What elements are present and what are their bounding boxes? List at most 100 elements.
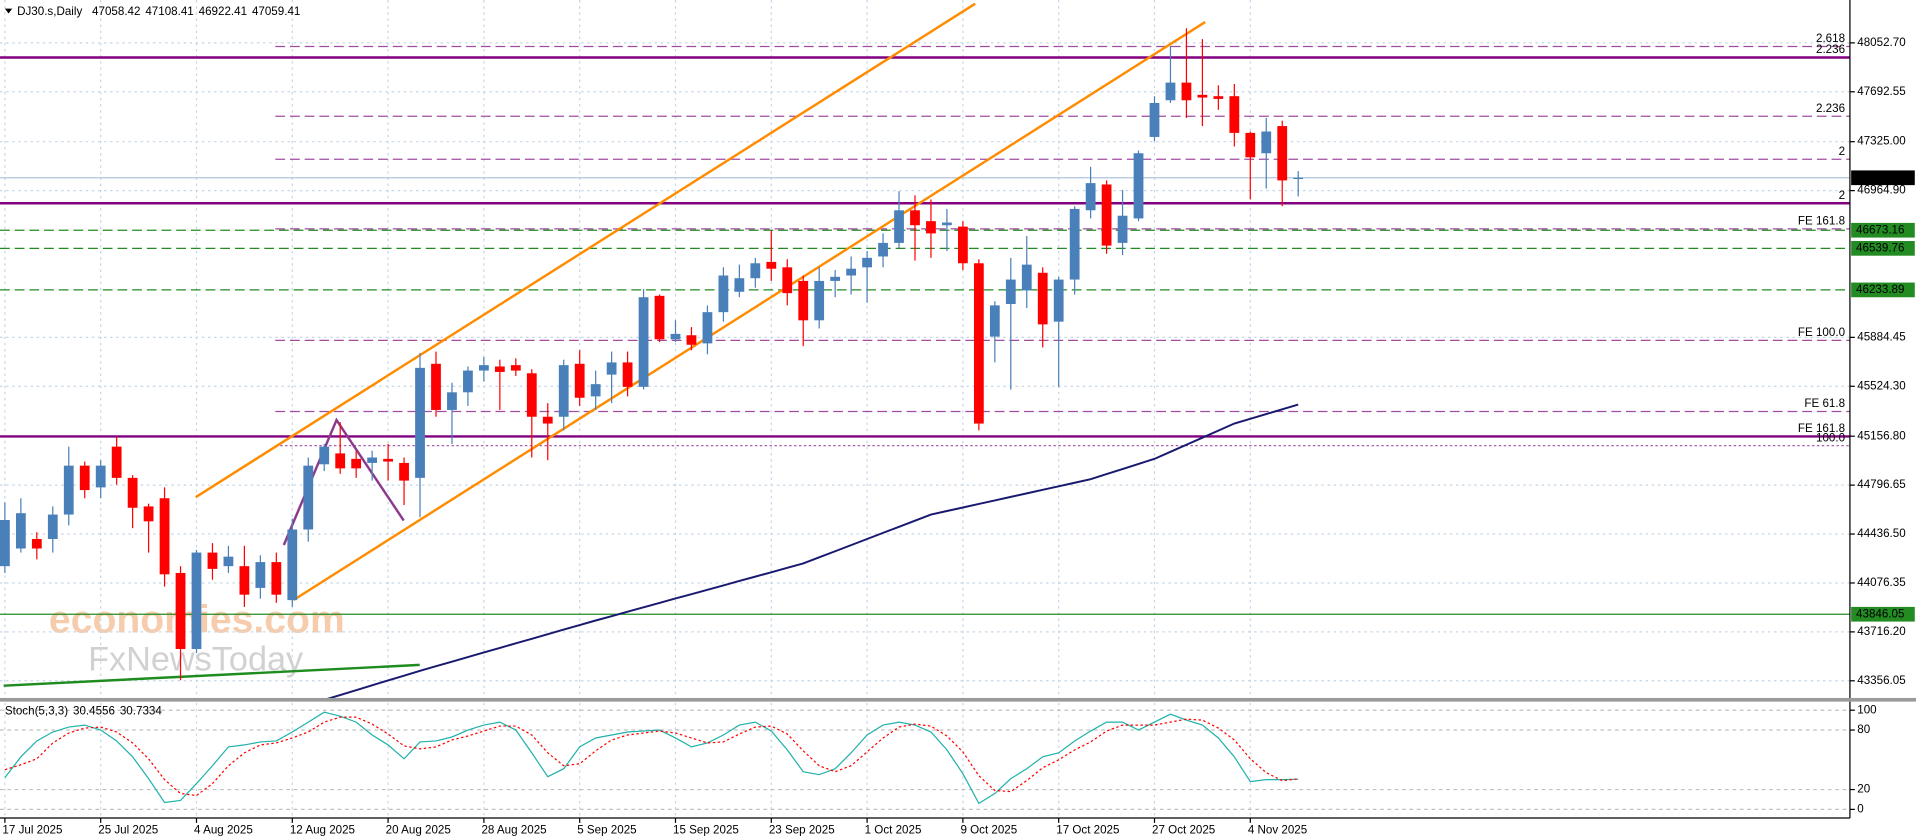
candle-body: [367, 457, 378, 463]
candle-body: [63, 465, 74, 515]
candle-body: [1245, 132, 1256, 158]
candle-body: [510, 365, 521, 371]
candle-body: [878, 242, 888, 257]
price-level-label: 46233.89: [1856, 283, 1904, 296]
candle-body: [670, 333, 681, 340]
price-level-label: 46539.76: [1856, 241, 1904, 254]
candle-body: [1053, 279, 1064, 322]
x-tick-label: 12 Aug 2025: [290, 823, 355, 836]
candle-body: [1293, 177, 1304, 179]
trendline: [195, 2, 976, 499]
candle-body: [1197, 94, 1208, 98]
candle-body: [526, 373, 537, 417]
level-label: 2.618: [1816, 32, 1845, 45]
candle-body: [351, 458, 362, 469]
candle-body: [111, 446, 122, 478]
level-label: FE 161.8: [1798, 422, 1845, 435]
candle-body: [287, 529, 298, 601]
y-tick-label: 100: [1857, 703, 1876, 716]
level-label: FE 100.0: [1798, 326, 1845, 339]
candle-body: [1117, 215, 1128, 243]
stoch-title: Stoch(5,3,3): [5, 704, 68, 717]
candle-body: [606, 362, 617, 375]
candle-body: [590, 384, 601, 397]
candle-body: [973, 263, 984, 424]
level-label: 2: [1839, 189, 1845, 202]
candle-body: [239, 566, 250, 595]
candle-body: [894, 210, 904, 243]
x-tick-label: 25 Jul 2025: [98, 823, 158, 836]
candle-body: [1213, 96, 1224, 99]
candle-body: [830, 276, 841, 281]
pane-separator: [0, 697, 1916, 702]
candle-body: [1005, 279, 1016, 305]
stoch-main-value: 30.4556: [73, 704, 115, 717]
candle-body: [1021, 264, 1032, 291]
trendline: [292, 20, 1206, 602]
candle-body: [1085, 183, 1096, 211]
trendline: [282, 417, 405, 546]
y-tick-label: 43356.05: [1857, 674, 1905, 687]
y-tick-label: 80: [1857, 723, 1870, 736]
y-tick-label: 46964.90: [1857, 184, 1905, 197]
x-tick-label: 4 Nov 2025: [1248, 823, 1307, 836]
candle-body: [718, 275, 729, 313]
y-tick-label: 45884.45: [1857, 330, 1905, 343]
x-tick-label: 27 Oct 2025: [1152, 823, 1215, 836]
candle-body: [79, 465, 90, 491]
current-price-label: 47059.41: [1856, 171, 1904, 184]
candle-body: [1165, 82, 1176, 101]
candle-body: [1261, 131, 1272, 154]
level-label: 2.236: [1816, 102, 1845, 115]
candle-body: [782, 267, 793, 294]
candle-body: [766, 261, 777, 269]
candle-body: [638, 297, 649, 387]
x-tick-label: 15 Sep 2025: [673, 823, 739, 836]
y-tick-label: 44436.50: [1857, 527, 1905, 540]
candle-body: [223, 556, 234, 567]
level-label: 2: [1839, 145, 1845, 158]
moving-average: [327, 403, 1299, 698]
x-tick-label: 9 Oct 2025: [960, 823, 1017, 836]
y-tick-label: 44796.65: [1857, 478, 1905, 491]
candle-body: [0, 519, 10, 567]
candle-body: [558, 365, 569, 417]
candle-body: [207, 552, 218, 569]
candle-body: [622, 362, 633, 387]
y-tick-label: 48052.70: [1857, 36, 1905, 49]
y-tick-label: 47692.55: [1857, 85, 1905, 98]
stoch-pane: [0, 702, 1850, 818]
candle-body: [814, 280, 825, 321]
candle-body: [319, 446, 330, 465]
header-close: 47059.41: [252, 5, 300, 18]
candle-body: [447, 392, 457, 410]
candle-body: [335, 453, 346, 469]
candle-body: [463, 370, 473, 393]
y-tick-label: 44076.35: [1857, 576, 1905, 589]
candle-body: [542, 416, 553, 424]
candle-body: [1181, 82, 1192, 101]
header-high: 47108.41: [145, 5, 193, 18]
x-tick-label: 4 Aug 2025: [194, 823, 253, 836]
x-tick-label: 20 Aug 2025: [386, 823, 451, 836]
candle-body: [399, 462, 409, 481]
candle-body: [255, 562, 266, 588]
candle-body: [862, 257, 872, 268]
candle-body: [303, 465, 314, 530]
stoch-signal-value: 30.7334: [120, 704, 162, 717]
candle-body: [175, 572, 186, 650]
x-tick-label: 5 Sep 2025: [577, 823, 636, 836]
stoch-line: [4, 711, 1299, 805]
price-level-box: [1851, 606, 1915, 622]
candle-body: [47, 514, 58, 539]
candle-body: [654, 295, 665, 340]
candle-body: [15, 513, 26, 549]
candle-body: [750, 263, 761, 279]
header-open: 47058.42: [92, 5, 140, 18]
y-tick-label: 43716.20: [1857, 625, 1905, 638]
candle-body: [31, 538, 42, 549]
candle-body: [191, 552, 202, 650]
